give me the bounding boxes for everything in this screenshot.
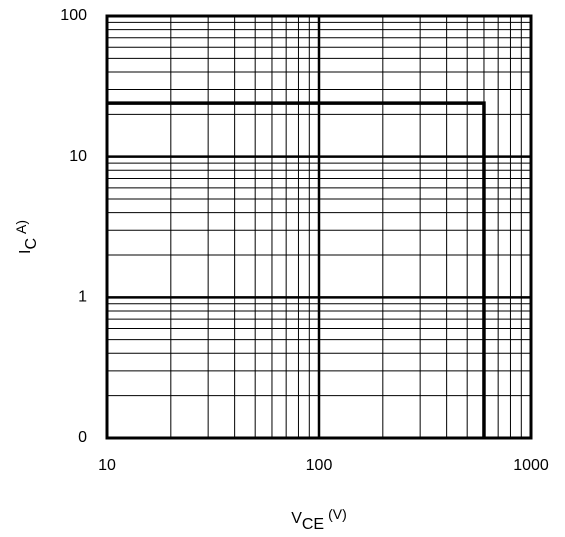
marks bbox=[107, 101, 486, 438]
plot-frame bbox=[105, 14, 533, 440]
x-axis-label: VCE(V) bbox=[291, 506, 347, 534]
y-tick-label: 100 bbox=[60, 7, 87, 24]
line bbox=[107, 101, 486, 438]
y-tick-label: 0 bbox=[78, 429, 87, 446]
y-axis-label: ICA) bbox=[13, 220, 41, 254]
x-tick-label: 100 bbox=[306, 457, 333, 474]
ticks: 10 100 1000 0 1 10 100 bbox=[60, 7, 549, 474]
x-tick-label: 1000 bbox=[513, 457, 549, 474]
y-tick-label: 1 bbox=[78, 289, 87, 306]
y-tick-label: 10 bbox=[69, 148, 87, 165]
grid bbox=[105, 14, 533, 440]
x-tick-label: 10 bbox=[98, 457, 116, 474]
